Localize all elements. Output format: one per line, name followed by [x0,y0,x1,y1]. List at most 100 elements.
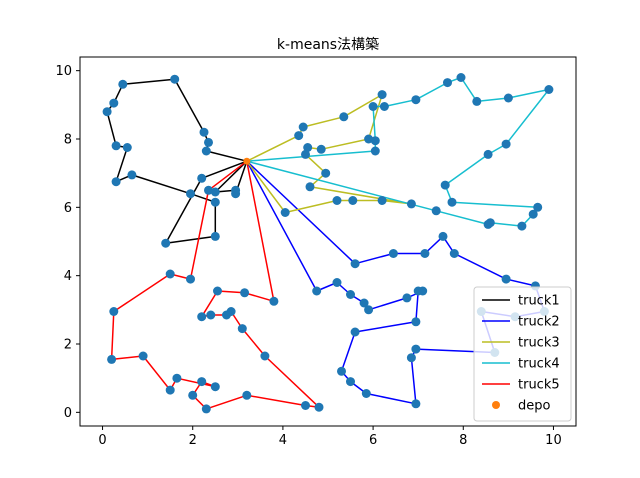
customer-point [359,298,369,308]
customer-point [447,197,457,207]
customer-point [237,324,247,334]
customer-point [443,78,452,88]
legend-label-depo: depo [518,399,551,414]
customer-point [350,259,360,269]
customer-point [197,377,207,387]
customer-point [332,278,342,287]
points-layer [102,73,554,414]
customer-point [503,93,513,103]
customer-point [138,351,148,361]
customer-point [472,96,482,106]
y-tick-label: 0 [64,406,72,421]
customer-point [528,209,538,219]
depot-point [243,157,251,165]
customer-point [350,327,360,337]
customer-point [449,249,459,258]
customer-point [501,274,511,284]
customer-point [377,90,387,100]
customer-point [231,189,241,199]
customer-point [483,149,493,159]
customer-point [418,286,428,296]
customer-point [303,143,313,152]
customer-point [109,98,119,108]
customer-point [170,74,180,84]
customer-point [361,389,371,398]
y-tick-label: 8 [64,133,72,148]
customer-point [346,377,355,387]
customer-point [411,399,421,409]
customer-point [411,317,421,327]
legend-label-truck5: truck5 [518,378,560,393]
customer-point [411,344,421,354]
customer-point [165,269,175,279]
customer-point [210,197,220,207]
series-line-truck1 [106,78,248,244]
customer-point [301,149,310,159]
customer-point [161,238,171,248]
customer-point [242,390,252,400]
x-axis: 0 2 4 6 8 10 [98,426,562,448]
customer-point [305,182,315,192]
customer-point [431,206,441,216]
y-tick-label: 4 [64,269,72,284]
plot-frame [79,56,577,427]
customer-point [109,307,119,316]
legend-label-truck1: truck1 [518,294,560,309]
customer-point [533,202,543,212]
x-tick-label: 6 [369,433,377,448]
customer-point [127,170,137,180]
customer-point [312,286,322,296]
customer-point [111,141,121,151]
legend-label-truck4: truck4 [518,357,560,372]
customer-point [370,146,380,156]
customer-point [199,127,209,137]
customer-point [118,79,128,89]
legend-swatch-depo [492,401,500,409]
x-tick-label: 10 [545,433,562,448]
customer-point [377,196,387,205]
series-line-truck4 [246,76,550,227]
y-axis: 0 2 4 6 8 10 [55,64,80,421]
y-tick-label: 6 [64,201,72,216]
customer-point [517,221,527,231]
customer-point [337,366,346,376]
customer-point [260,351,270,361]
customer-point [165,385,175,395]
customer-point [201,404,211,414]
y-tick-label: 2 [64,338,72,353]
customer-point [485,218,495,228]
customer-point [222,310,231,320]
customer-point [298,122,308,132]
customer-point [348,196,358,205]
customer-point [456,73,466,82]
customer-point [186,189,195,199]
customer-point [240,288,250,298]
customer-point [321,168,331,178]
customer-point [107,354,117,364]
customer-point [440,180,450,190]
customer-point [332,196,342,205]
customer-point [204,137,213,147]
customer-point [544,85,554,94]
customer-point [172,373,182,383]
customer-point [210,231,220,241]
customer-point [206,310,216,320]
customer-point [201,146,211,156]
x-tick-label: 2 [189,433,197,448]
customer-point [368,102,378,111]
x-tick-label: 0 [98,433,106,448]
customer-point [370,136,380,146]
customer-point [301,401,310,410]
customer-point [210,382,220,392]
legend: truck1 truck2 truck3 truck4 truck5 depo [473,286,572,422]
x-tick-label: 8 [459,433,467,448]
y-tick-label: 10 [55,64,72,79]
customer-point [111,177,121,187]
customer-point [438,231,448,241]
customer-point [406,199,416,209]
customer-point [186,274,195,284]
customer-point [339,112,349,122]
customer-point [388,249,398,258]
customer-point [102,107,112,117]
